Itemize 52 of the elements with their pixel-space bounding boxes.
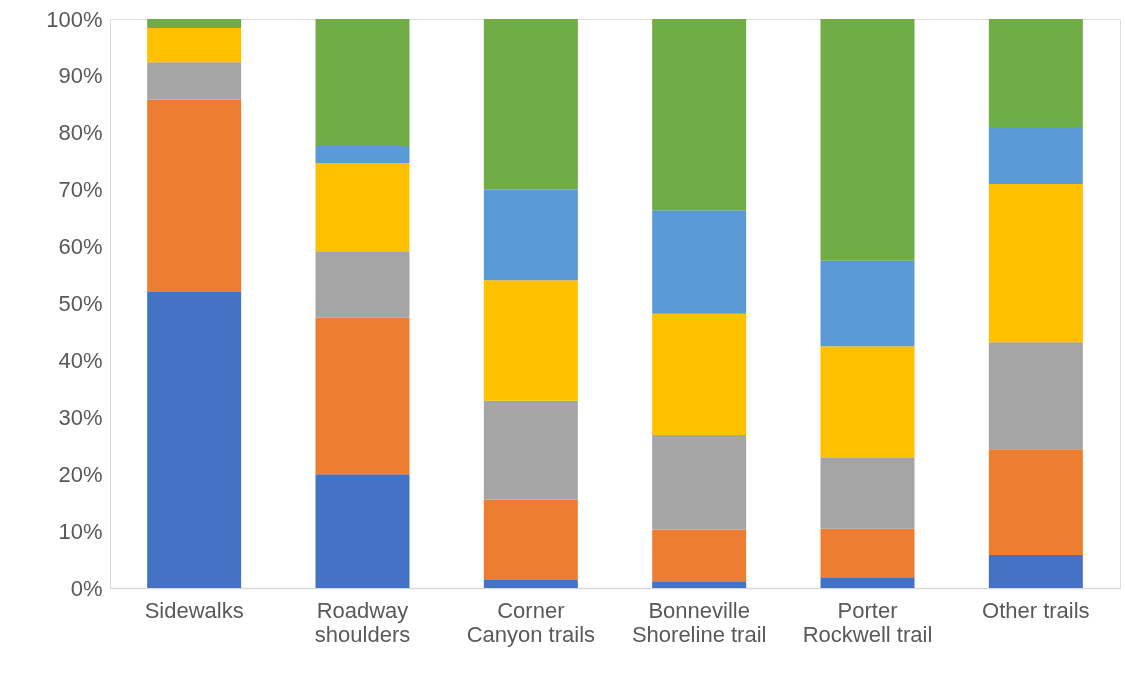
bar	[820, 457, 915, 529]
y-tick-label: 90%	[58, 63, 103, 89]
x-tick-label: Corner Canyon trails	[466, 597, 596, 647]
y-tick-label: 40%	[58, 347, 103, 373]
bar	[147, 28, 242, 63]
bar	[483, 19, 578, 190]
bar	[483, 499, 578, 581]
y-tick-label: 70%	[58, 177, 103, 203]
y-tick-label: 0%	[70, 575, 103, 601]
bar	[652, 313, 747, 435]
y-tick-label: 30%	[58, 404, 103, 430]
bar	[315, 317, 410, 475]
bar	[988, 342, 1083, 450]
bar	[147, 19, 242, 29]
bar	[820, 260, 915, 347]
x-tick-label: Sidewalks	[144, 597, 244, 623]
bar	[315, 19, 410, 146]
bar	[315, 474, 410, 588]
bar	[652, 581, 747, 588]
bar	[483, 580, 578, 588]
bar	[147, 99, 242, 293]
x-tick-label: Other trails	[982, 597, 1090, 623]
y-tick-label: 60%	[58, 234, 103, 260]
bar	[652, 210, 747, 314]
y-tick-label: 20%	[58, 461, 103, 487]
bar	[652, 434, 747, 530]
bar	[483, 400, 578, 500]
bar	[147, 62, 242, 100]
bar	[988, 555, 1083, 588]
bar	[820, 577, 915, 588]
y-tick-label: 80%	[58, 120, 103, 146]
y-tick-label: 100%	[46, 6, 103, 32]
bar	[652, 19, 747, 211]
bar	[988, 19, 1083, 128]
bar	[652, 529, 747, 582]
bar	[315, 145, 410, 163]
bar	[988, 184, 1083, 343]
bar	[147, 292, 242, 588]
bar	[820, 19, 915, 261]
bar	[988, 449, 1083, 555]
x-tick-label: Roadway shoulders	[314, 597, 411, 647]
bar	[483, 189, 578, 281]
x-tick-label: Bonneville Shoreline trail	[631, 597, 767, 647]
bar	[315, 162, 410, 252]
bar	[315, 251, 410, 318]
bar	[820, 528, 915, 578]
bar	[820, 346, 915, 458]
y-tick-label: 10%	[58, 518, 103, 544]
bar	[483, 280, 578, 401]
x-tick-label: Porter Rockwell trail	[802, 597, 933, 647]
bar	[988, 127, 1083, 185]
y-tick-label: 50%	[58, 291, 103, 316]
